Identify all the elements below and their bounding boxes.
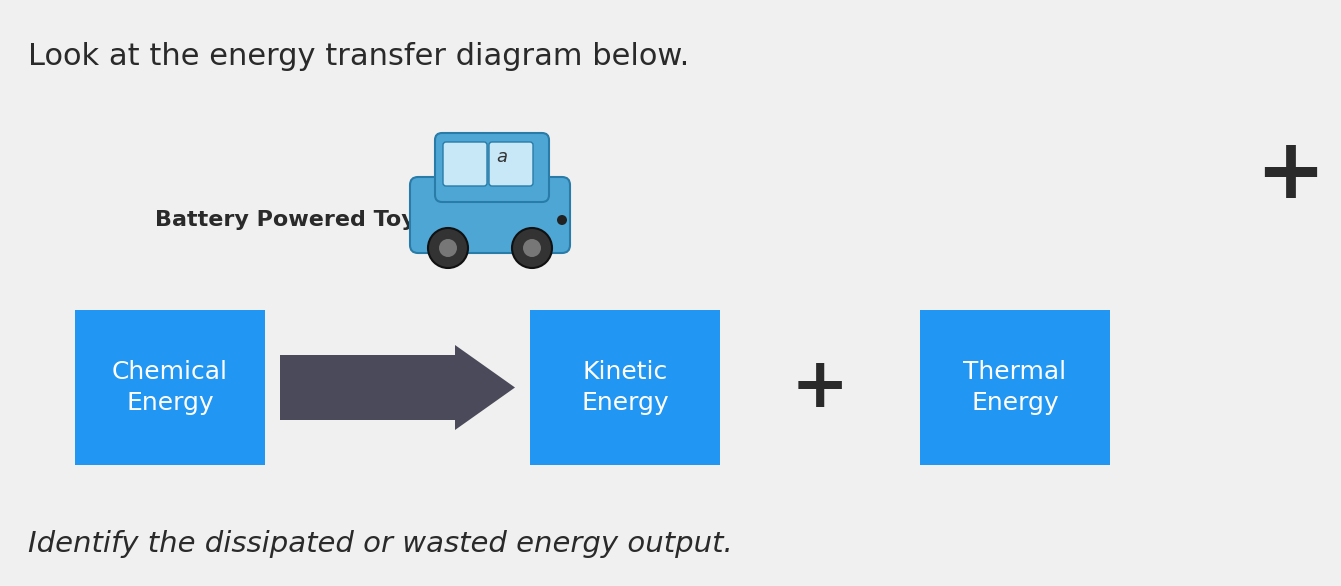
FancyBboxPatch shape: [75, 310, 266, 465]
Circle shape: [523, 239, 540, 257]
Text: +: +: [791, 354, 849, 421]
FancyArrow shape: [280, 345, 515, 430]
Circle shape: [512, 228, 552, 268]
Text: Look at the energy transfer diagram below.: Look at the energy transfer diagram belo…: [28, 42, 689, 71]
FancyBboxPatch shape: [410, 177, 570, 253]
FancyBboxPatch shape: [443, 142, 487, 186]
Circle shape: [557, 215, 567, 225]
Text: Identify the dissipated or wasted energy output.: Identify the dissipated or wasted energy…: [28, 530, 732, 558]
Text: +: +: [1255, 135, 1325, 216]
FancyBboxPatch shape: [530, 310, 720, 465]
FancyBboxPatch shape: [920, 310, 1110, 465]
Circle shape: [428, 228, 468, 268]
Text: Thermal
Energy: Thermal Energy: [963, 360, 1066, 415]
Text: a: a: [496, 148, 507, 166]
Circle shape: [439, 239, 457, 257]
FancyBboxPatch shape: [489, 142, 532, 186]
Text: Chemical
Energy: Chemical Energy: [113, 360, 228, 415]
Text: Kinetic
Energy: Kinetic Energy: [581, 360, 669, 415]
Text: Battery Powered Toy Car: Battery Powered Toy Car: [156, 210, 465, 230]
FancyBboxPatch shape: [434, 133, 548, 202]
